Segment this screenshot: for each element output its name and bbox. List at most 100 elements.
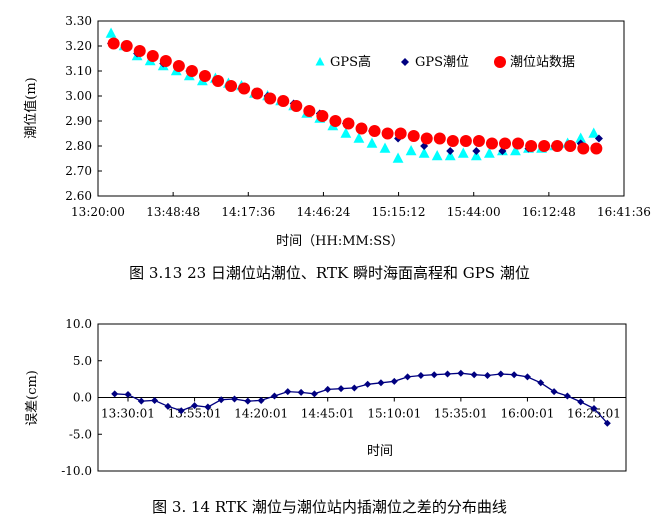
y-tick-label: 2.90 <box>65 114 92 128</box>
x-tick-label: 13:20:00 <box>71 205 125 219</box>
data-point-circle <box>394 127 407 140</box>
data-point-circle <box>355 122 368 135</box>
data-point-circle <box>303 105 316 117</box>
x-axis-label: 时间 <box>367 444 393 459</box>
data-point-circle <box>525 140 538 152</box>
y-tick-label: 2.70 <box>65 164 92 178</box>
y-axis-label: 误差(cm) <box>25 370 40 426</box>
data-point-diamond <box>523 373 531 381</box>
data-point-diamond <box>231 395 239 403</box>
data-point-circle <box>499 137 512 150</box>
data-point-diamond <box>483 371 491 379</box>
y-tick-label: 3.00 <box>65 89 92 103</box>
y-tick-label: -10.0 <box>61 464 92 478</box>
figure-caption-1: 图 3.13 23 日潮位站潮位、RTK 瞬时海面高程和 GPS 潮位 <box>129 264 530 282</box>
data-point-triangle <box>340 127 352 138</box>
legend-label: 潮位站数据 <box>510 55 575 70</box>
data-point-diamond <box>324 385 332 393</box>
y-axis-label: 潮位值(m) <box>23 77 39 138</box>
series-triangle <box>105 27 600 163</box>
data-point-circle <box>212 75 225 87</box>
data-point-triangle <box>405 145 417 156</box>
y-tick-label: 10.0 <box>65 317 92 331</box>
y-tick-label: 2.80 <box>65 139 92 153</box>
data-point-diamond <box>310 390 318 398</box>
x-tick-label: 16:12:48 <box>522 205 576 219</box>
data-point-circle <box>577 142 590 155</box>
data-point-diamond <box>364 380 372 388</box>
data-point-triangle <box>392 152 404 163</box>
y-tick-label: 0.0 <box>73 391 92 405</box>
data-point-diamond <box>350 384 358 392</box>
data-point-triangle <box>366 137 378 148</box>
data-point-circle <box>512 137 525 150</box>
data-point-circle <box>368 125 381 137</box>
x-tick-label: 14:45:01 <box>301 407 355 421</box>
data-point-diamond <box>137 397 145 405</box>
data-point-circle <box>433 132 446 145</box>
x-tick-label: 14:46:24 <box>296 205 350 219</box>
data-point-diamond <box>510 371 518 379</box>
y-tick-label: 3.10 <box>65 64 92 78</box>
data-point-diamond <box>404 373 412 381</box>
figure-caption-2: 图 3. 14 RTK 潮位与潮位站内插潮位之差的分布曲线 <box>152 498 507 516</box>
data-point-diamond <box>577 398 585 406</box>
data-point-circle <box>251 87 264 100</box>
data-point-circle <box>264 92 277 105</box>
data-point-diamond <box>457 369 465 377</box>
x-tick-label: 14:17:36 <box>221 205 275 219</box>
data-point-circle <box>459 135 472 147</box>
data-point-triangle <box>353 132 365 143</box>
data-point-circle <box>185 65 198 77</box>
data-point-diamond <box>257 396 265 404</box>
legend-marker-triangle <box>315 57 325 66</box>
data-point-circle <box>172 60 185 72</box>
data-point-diamond <box>377 379 385 387</box>
data-point-circle <box>472 135 485 147</box>
data-point-diamond <box>337 385 345 393</box>
data-point-diamond <box>594 134 603 143</box>
data-point-diamond <box>204 403 212 411</box>
data-point-diamond <box>191 402 199 410</box>
data-point-circle <box>146 50 159 62</box>
data-point-circle <box>420 132 433 145</box>
data-point-diamond <box>444 370 452 378</box>
x-tick-label: 15:15:12 <box>372 205 426 219</box>
data-point-diamond <box>284 388 292 396</box>
data-point-circle <box>564 140 577 152</box>
data-point-triangle <box>418 147 430 158</box>
plot-area-border <box>97 20 625 197</box>
data-point-triangle <box>431 150 443 161</box>
data-point-diamond <box>537 379 545 387</box>
data-point-diamond <box>164 402 172 410</box>
plot-area-border <box>97 323 627 472</box>
data-point-circle <box>316 110 329 122</box>
legend: GPS高 GPS潮位 潮位站数据 <box>315 54 575 70</box>
data-point-circle <box>381 127 394 140</box>
data-point-diamond <box>177 407 185 415</box>
x-tick-label: 13:48:48 <box>146 205 200 219</box>
data-point-circle <box>290 100 303 112</box>
data-point-triangle <box>575 132 587 143</box>
data-point-circle <box>159 55 172 67</box>
data-point-diamond <box>430 371 438 379</box>
x-tick-label: 15:10:01 <box>367 407 421 421</box>
data-point-circle <box>485 137 498 150</box>
x-axis-label: 时间（HH:MM:SS） <box>276 234 404 249</box>
data-point-triangle <box>444 150 456 161</box>
data-point-diamond <box>497 370 505 378</box>
data-point-circle <box>446 135 459 147</box>
x-tick-label: 16:00:01 <box>500 407 554 421</box>
data-point-diamond <box>590 405 598 413</box>
data-point-triangle <box>457 147 469 158</box>
data-point-circle <box>551 140 564 152</box>
chart-error-distribution: 10.05.00.0-5.0-10.013:30:01 13:55:01 14:20… <box>25 317 627 478</box>
data-point-circle <box>238 82 251 95</box>
data-point-diamond <box>151 396 159 404</box>
data-point-diamond <box>563 392 571 400</box>
data-point-diamond <box>550 388 558 396</box>
chart-tide-comparison: 2.60 2.70 2.80 2.90 3.00 3.10 3.20 3.30 13:20:00… <box>23 14 651 249</box>
x-tick-label: 16:25:01 <box>567 407 621 421</box>
data-point-diamond <box>472 147 481 155</box>
